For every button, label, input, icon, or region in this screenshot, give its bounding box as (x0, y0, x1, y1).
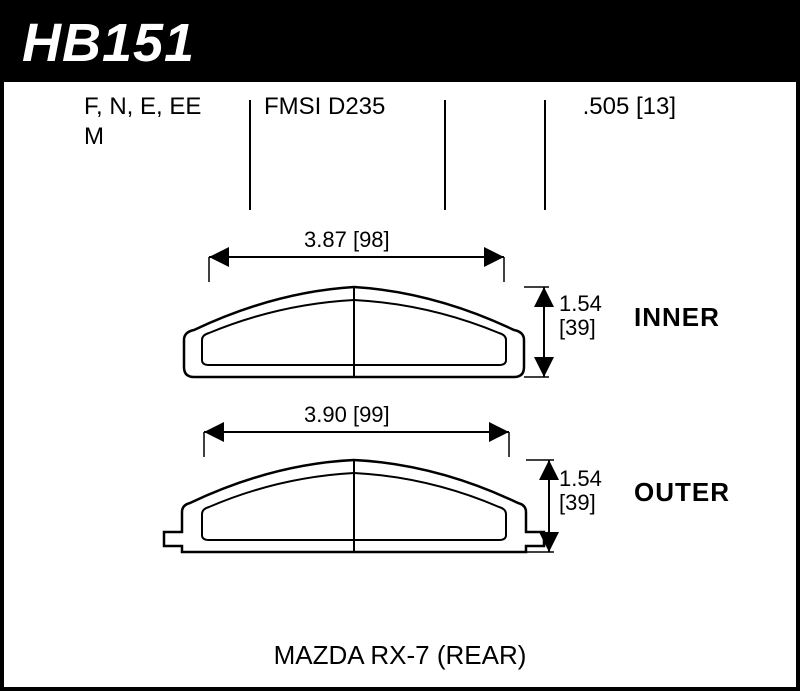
pad-drawing-svg (4, 232, 796, 652)
inner-pad-shape (184, 287, 524, 377)
application-label: MAZDA RX-7 (REAR) (274, 640, 527, 671)
divider (249, 100, 251, 210)
compound-codes: F, N, E, EE M (84, 92, 244, 152)
inner-height-dim: 1.54 [39] (559, 292, 602, 340)
outer-pad-shape (164, 460, 544, 552)
part-number: HB151 (22, 13, 195, 73)
inner-width-dim: 3.87 [98] (304, 227, 390, 253)
fmsi-code: FMSI D235 (264, 92, 385, 122)
technical-drawing: 3.87 [98] 1.54 [39] INNER 3.90 [99] 1.54… (4, 232, 796, 685)
inner-label: INNER (634, 302, 720, 333)
outer-height-dim: 1.54 [39] (559, 467, 602, 515)
outer-width-dim: 3.90 [99] (304, 402, 390, 428)
spec-row: F, N, E, EE M FMSI D235 .505 [13] (4, 92, 796, 192)
divider (544, 100, 546, 210)
divider (444, 100, 446, 210)
content-area: F, N, E, EE M FMSI D235 .505 [13] 3.87 [… (4, 82, 796, 685)
compounds-line1: F, N, E, EE (84, 93, 201, 120)
outer-label: OUTER (634, 477, 730, 508)
compounds-line2: M (84, 123, 104, 150)
part-number-header: HB151 (4, 4, 796, 82)
thickness-spec: .505 [13] (583, 92, 676, 122)
